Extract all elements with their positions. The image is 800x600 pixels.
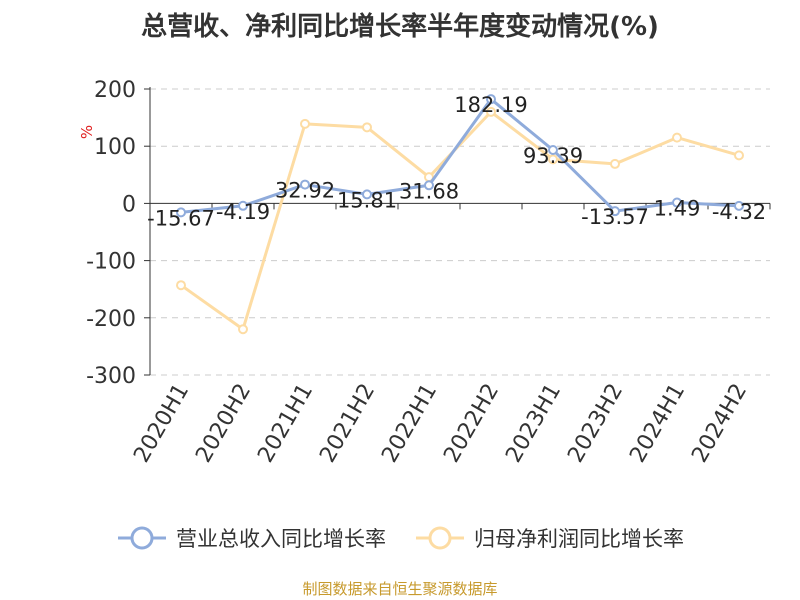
x-tick-label: 2020H1	[129, 380, 194, 467]
data-point-profit	[176, 280, 186, 291]
data-point-revenue	[424, 180, 434, 191]
legend-label-profit-growth: 归母净利润同比增长率	[474, 527, 684, 551]
data-point-revenue	[734, 200, 744, 211]
data-label: 31.68	[399, 179, 459, 203]
x-tick-label: 2024H1	[625, 380, 690, 467]
data-label: -4.19	[216, 200, 270, 224]
data-point-revenue	[610, 206, 620, 217]
data-point-revenue	[672, 197, 682, 208]
data-point-revenue	[238, 200, 248, 211]
data-point-profit	[548, 154, 558, 165]
y-tick-label: 100	[94, 135, 136, 160]
data-label: 182.19	[454, 93, 527, 117]
x-tick-label: 2020H2	[191, 380, 256, 467]
data-point-revenue	[362, 189, 372, 200]
data-point-profit	[610, 158, 620, 169]
legend-item-profit-growth[interactable]: 归母净利润同比增长率	[414, 523, 684, 553]
y-tick-label: -300	[86, 364, 136, 389]
x-tick-label: 2022H2	[439, 380, 504, 467]
data-label: -15.67	[147, 206, 215, 230]
y-tick-label: 200	[94, 78, 136, 103]
data-point-revenue	[548, 144, 558, 155]
data-point-profit	[672, 132, 682, 143]
x-tick-label: 2023H2	[563, 380, 628, 467]
data-point-revenue	[176, 207, 186, 218]
x-tick-label: 2022H1	[377, 380, 442, 467]
chart-legend: 营业总收入同比增长率 归母净利润同比增长率	[0, 520, 800, 556]
data-label: 15.81	[337, 188, 397, 212]
x-tick-label: 2023H1	[501, 380, 566, 467]
data-label: -13.57	[581, 205, 649, 229]
data-point-profit	[486, 106, 496, 117]
data-point-profit	[300, 118, 310, 129]
data-point-profit	[734, 150, 744, 161]
data-point-profit	[238, 324, 248, 335]
data-label: 93.39	[523, 144, 583, 168]
data-label: 32.92	[275, 179, 335, 203]
y-tick-label: -200	[86, 307, 136, 332]
data-label: 1.49	[654, 197, 701, 221]
data-point-revenue	[486, 94, 496, 105]
legend-item-revenue-growth[interactable]: 营业总收入同比增长率	[116, 523, 386, 553]
y-axis-label: %	[78, 125, 96, 139]
x-tick-label: 2021H2	[315, 380, 380, 467]
y-tick-label: -100	[86, 250, 136, 275]
x-tick-label: 2024H2	[687, 380, 752, 467]
x-tick-label: 2021H1	[253, 380, 318, 467]
source-note: 制图数据来自恒生聚源数据库	[302, 580, 498, 598]
data-label: -4.32	[712, 200, 766, 224]
data-point-profit	[362, 122, 372, 133]
data-point-revenue	[300, 179, 310, 190]
chart-title: 总营收、净利同比增长率半年度变动情况(%)	[141, 12, 659, 42]
legend-label-revenue-growth: 营业总收入同比增长率	[176, 527, 386, 551]
legend-marker-revenue-icon	[118, 526, 166, 550]
legend-marker-profit-icon	[416, 526, 464, 550]
series-line-revenue-growth	[180, 97, 740, 214]
y-tick-label: 0	[122, 192, 136, 217]
